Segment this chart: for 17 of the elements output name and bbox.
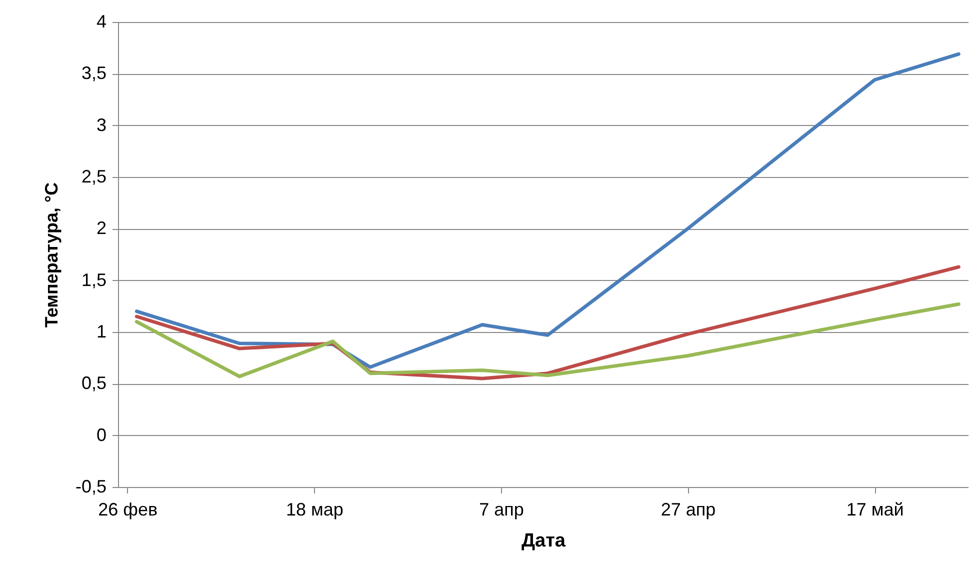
- y-tick-label: 1: [96, 322, 106, 342]
- y-axis-title: Температура, °С: [41, 182, 62, 328]
- y-tick-label: 3: [96, 114, 106, 135]
- y-tick-label: 0,5: [81, 373, 106, 394]
- x-tick-label: 26 фев: [98, 500, 158, 520]
- y-tick-label: 0: [96, 424, 106, 445]
- y-tick-label: 2,5: [81, 166, 106, 186]
- y-tick-label: 2: [96, 218, 106, 238]
- y-tick-label: -0,5: [75, 476, 106, 496]
- x-tick-label: 18 мар: [286, 500, 344, 520]
- y-tick-label: 1,5: [81, 270, 106, 290]
- x-axis-title: Дата: [522, 530, 566, 552]
- y-tick-label: 4: [96, 12, 106, 32]
- x-tick-label: 17 май: [846, 500, 904, 520]
- x-tick-label: 7 апр: [479, 500, 524, 520]
- y-tick-label: 3,5: [81, 63, 106, 84]
- x-tick-label: 27 апр: [660, 500, 716, 520]
